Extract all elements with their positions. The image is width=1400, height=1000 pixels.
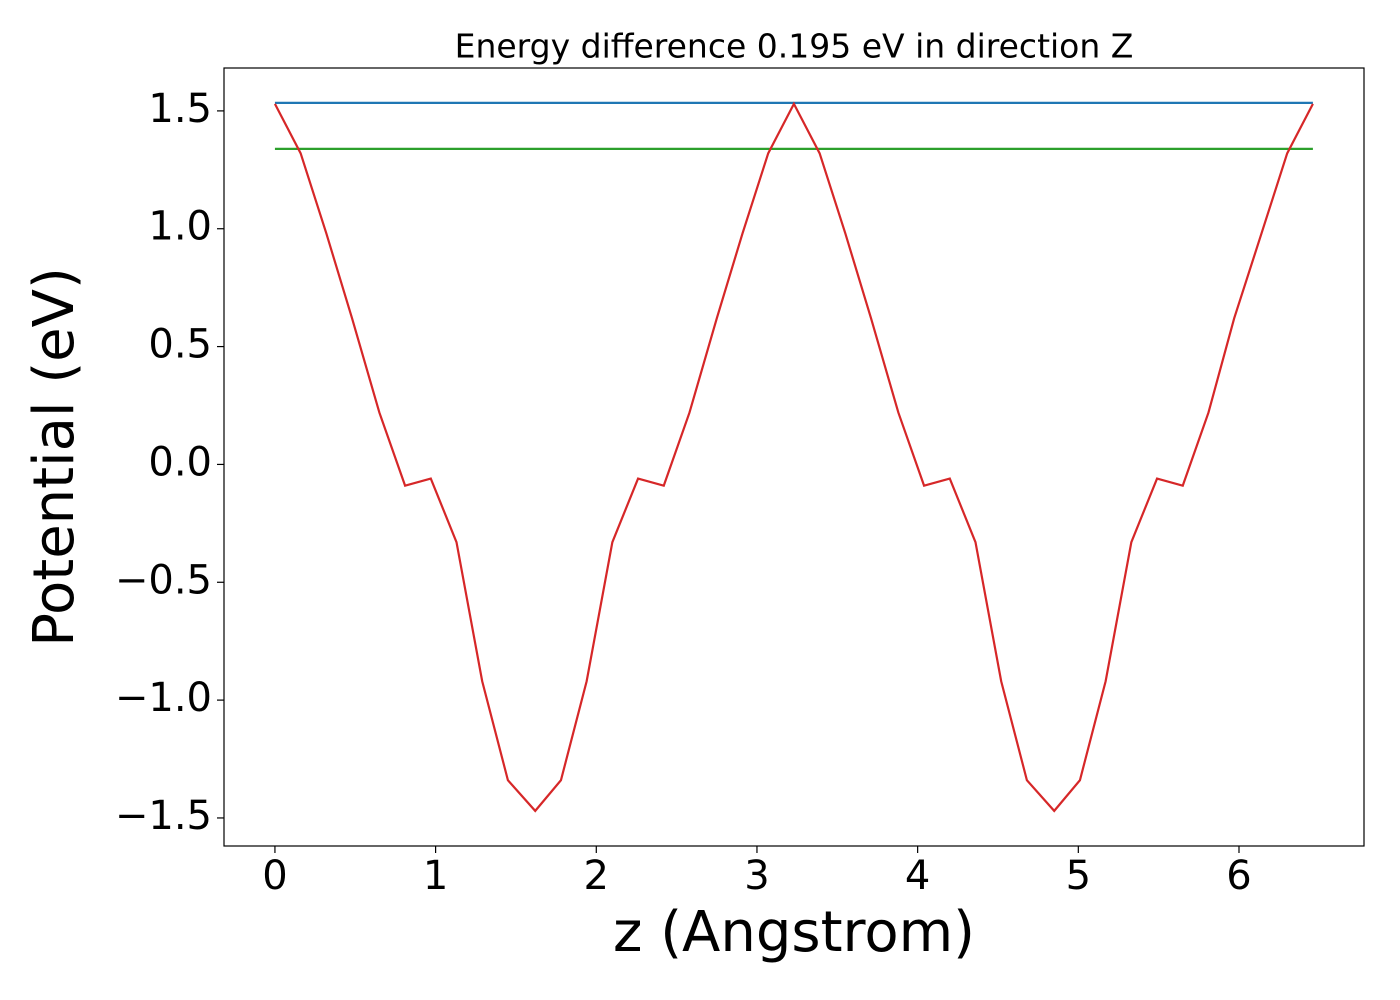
x-tick-label: 0 (262, 853, 287, 899)
x-axis-label: z (Angstrom) (613, 900, 975, 965)
y-axis-label: Potential (eV) (22, 267, 87, 647)
y-tick-label: 0.5 (148, 322, 212, 368)
y-tick-label: 1.5 (148, 86, 212, 132)
x-tick-label: 5 (1066, 853, 1091, 899)
x-tick-label: 3 (744, 853, 769, 899)
y-tick-label: −1.5 (115, 793, 212, 839)
x-tick-label: 1 (423, 853, 448, 899)
x-tick-label: 2 (584, 853, 609, 899)
y-tick-label: −1.0 (115, 675, 212, 721)
y-tick-label: 1.0 (148, 204, 212, 250)
x-tick-label: 6 (1226, 853, 1251, 899)
y-tick-label: 0.0 (148, 439, 212, 485)
series-line (273, 101, 1314, 813)
plot-frame (223, 67, 1365, 847)
y-tick-label: −0.5 (115, 557, 212, 603)
x-tick-label: 4 (905, 853, 930, 899)
chart-title: Energy difference 0.195 eV in direction … (455, 27, 1134, 66)
